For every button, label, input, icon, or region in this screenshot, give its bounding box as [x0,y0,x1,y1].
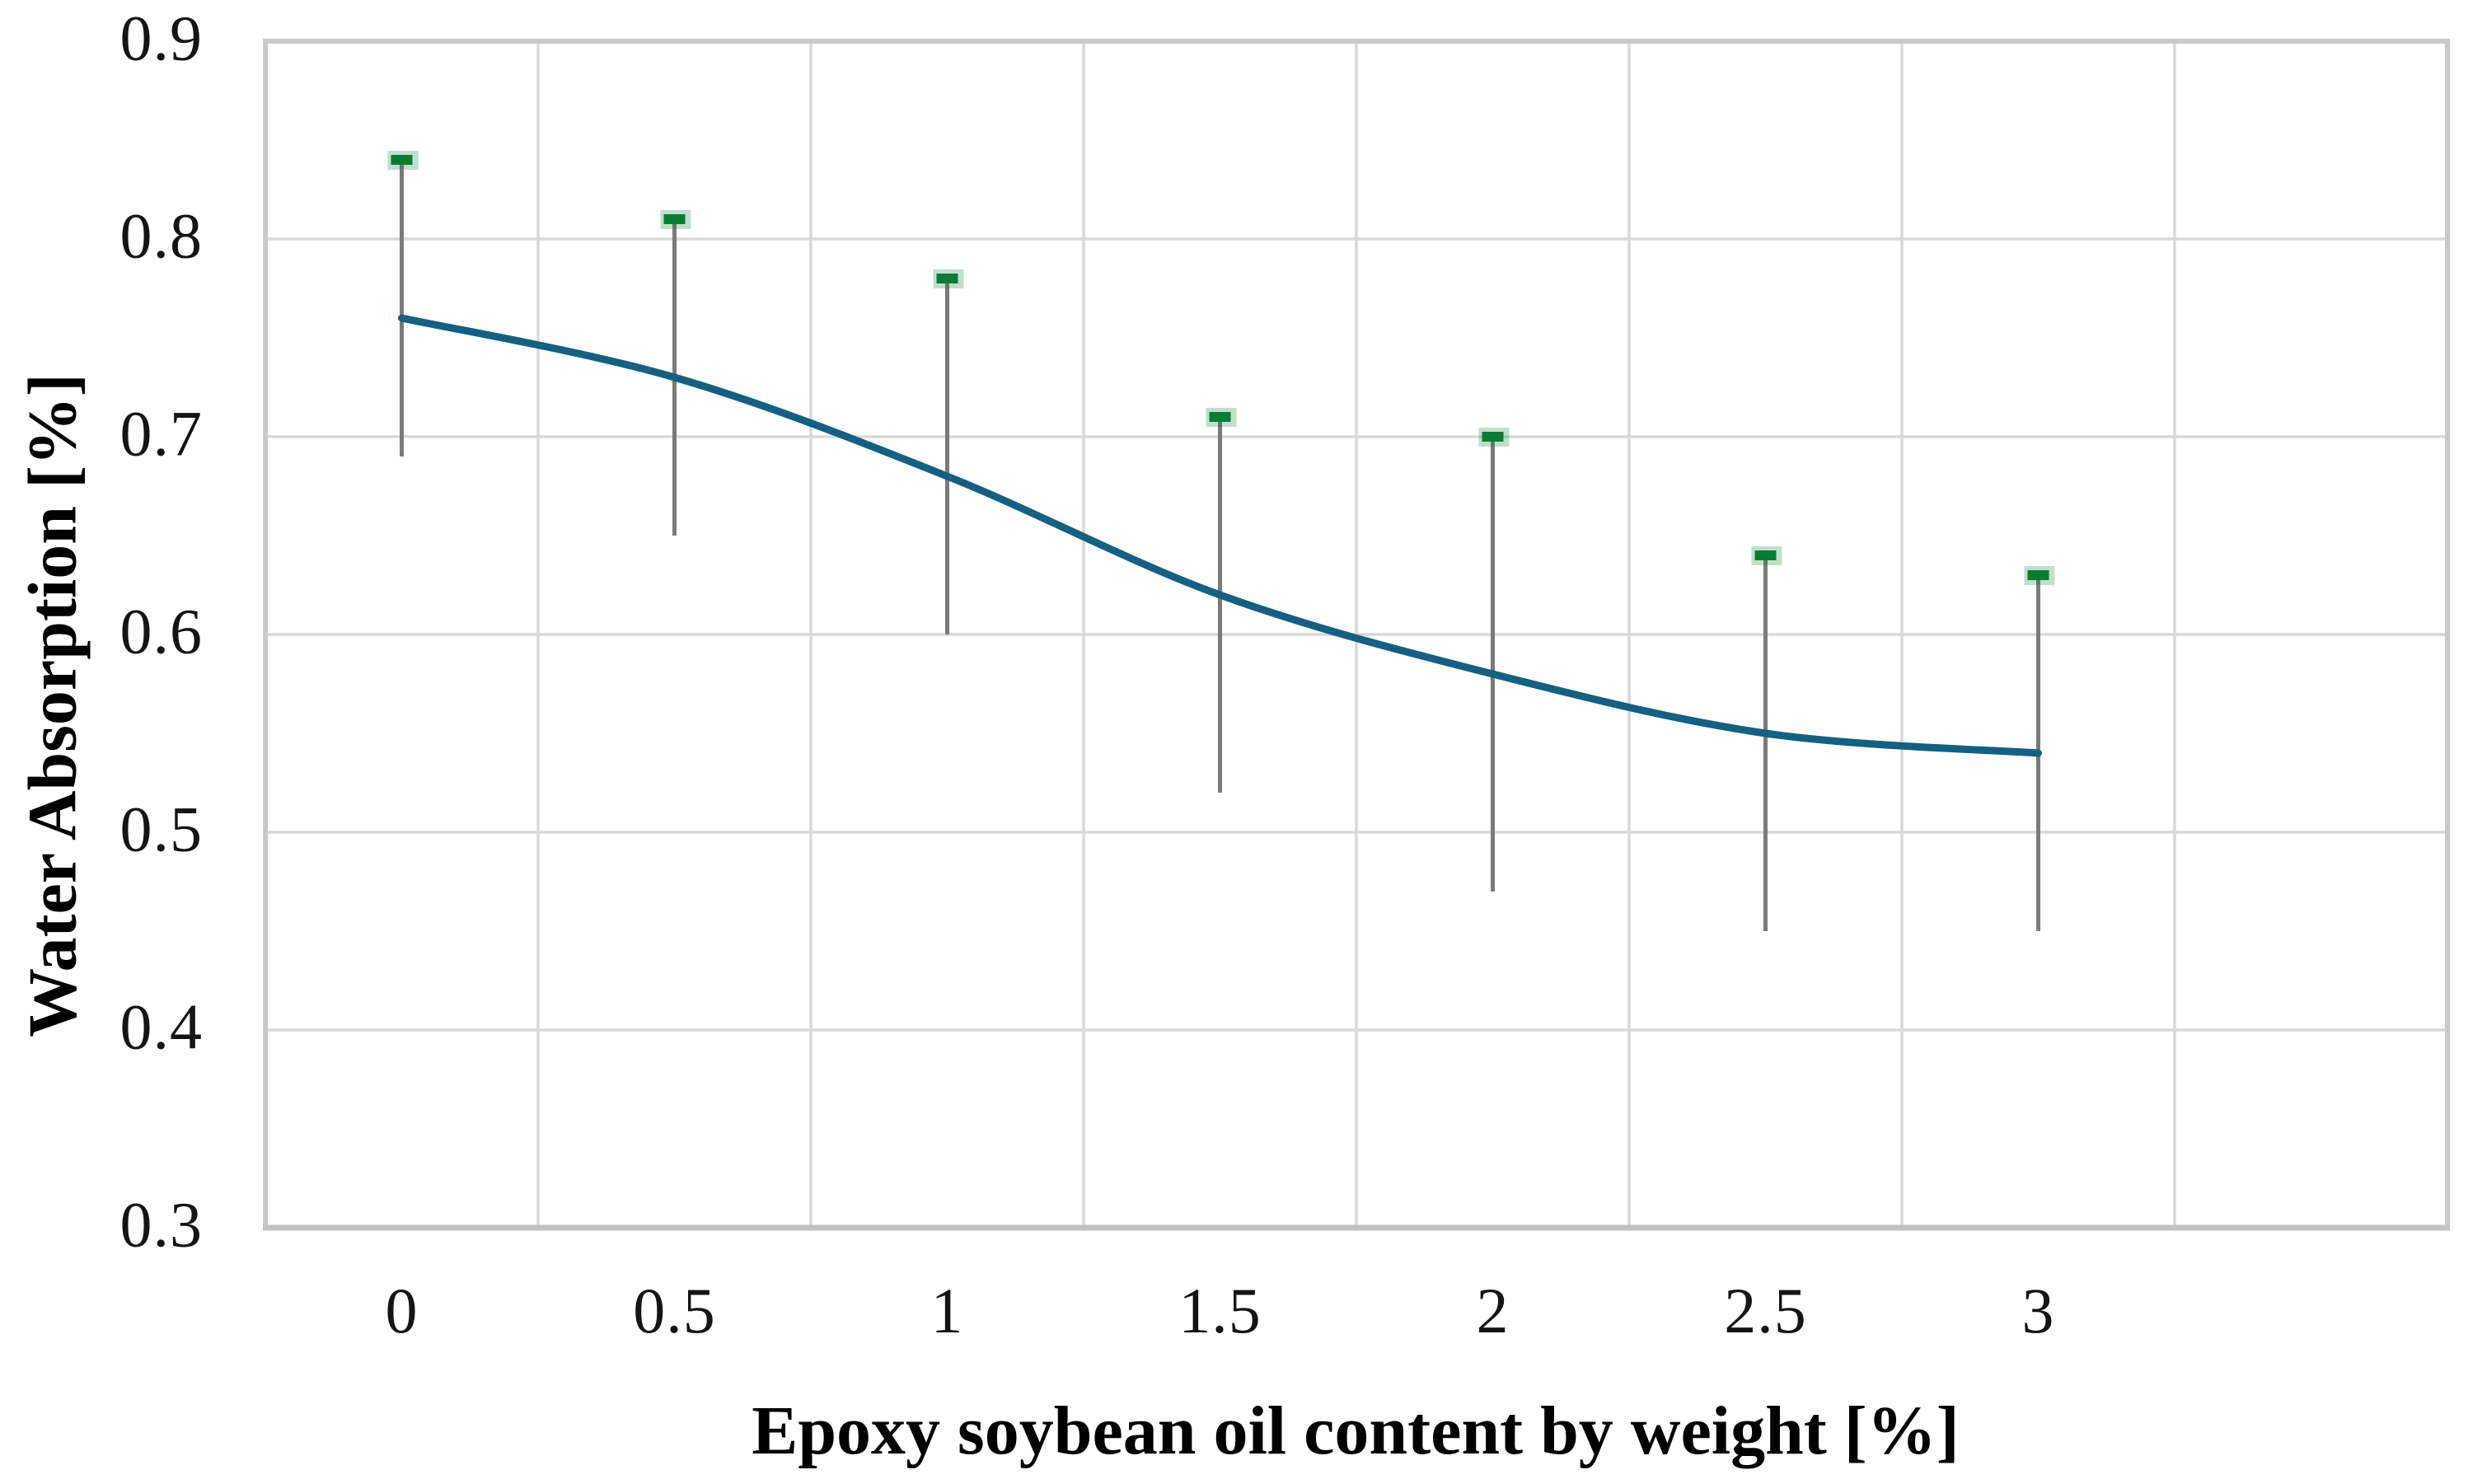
x-tick-label: 1.5 [1178,1275,1262,1346]
series-line [398,314,2042,757]
x-tick-label: 1 [930,1275,964,1346]
x-tick-label: 2.5 [1724,1275,1807,1346]
error-cap [663,214,686,224]
error-cap [1754,550,1777,560]
error-cap [1209,412,1231,422]
x-tick-label: 0 [385,1275,419,1346]
error-cap [2027,570,2049,580]
y-tick-label: 0.7 [119,397,203,470]
error-cap [391,155,413,165]
y-tick-label: 0.9 [119,2,203,74]
y-tick-label: 0.4 [119,990,203,1063]
x-tick-label: 0.5 [633,1275,716,1346]
y-tick-label: 0.5 [119,793,203,865]
x-tick-label: 2 [1476,1275,1510,1346]
error-cap [936,274,958,283]
y-tick-label: 0.6 [119,595,203,667]
y-axis-title: Water Absorption [%] [14,373,91,1037]
x-tick-label: 3 [2021,1275,2055,1346]
x-axis-title: Epoxy soybean oil content by weight [%] [752,1393,1960,1469]
y-tick-label: 0.8 [119,199,203,272]
error-cap [1482,432,1504,442]
y-tick-label: 0.3 [119,1188,203,1261]
